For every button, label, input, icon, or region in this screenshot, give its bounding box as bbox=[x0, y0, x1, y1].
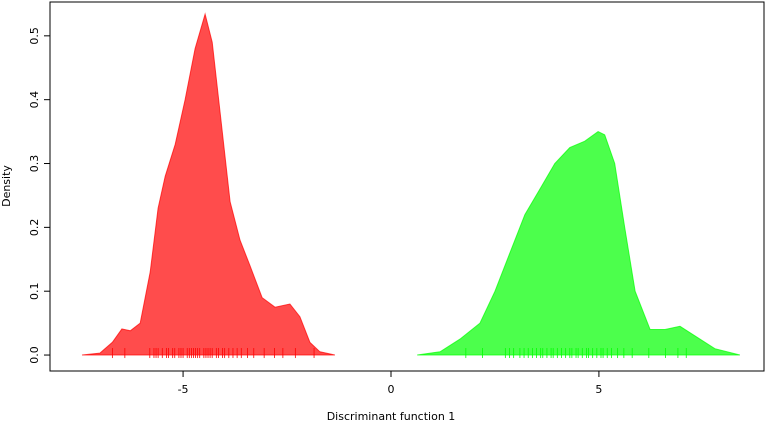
x-tick-label: 5 bbox=[595, 383, 602, 396]
y-tick-label: 0.2 bbox=[28, 219, 41, 237]
y-tick-label: 0.1 bbox=[28, 282, 41, 300]
y-tick-label: 0.3 bbox=[28, 155, 41, 173]
x-tick-label: -5 bbox=[178, 383, 189, 396]
x-tick-label: 0 bbox=[387, 383, 394, 396]
x-axis-label: Discriminant function 1 bbox=[327, 410, 456, 423]
y-tick-label: 0.5 bbox=[28, 27, 41, 45]
plot-frame bbox=[49, 1, 765, 372]
y-tick-label: 0.0 bbox=[28, 346, 41, 364]
density-area bbox=[81, 12, 336, 356]
y-axis-label: Density bbox=[0, 165, 13, 207]
y-tick-label: 0.4 bbox=[28, 91, 41, 109]
density-area bbox=[417, 131, 741, 356]
